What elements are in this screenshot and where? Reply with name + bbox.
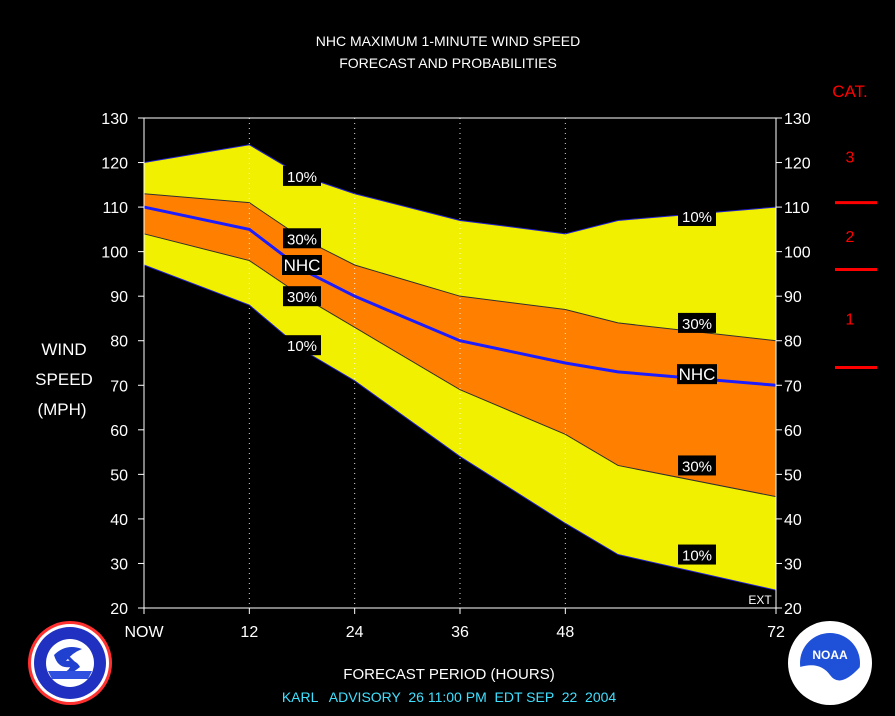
category-label: 1 <box>846 311 855 328</box>
category-label: 2 <box>846 229 855 246</box>
chart-title-line2: FORECAST AND PROBABILITIES <box>339 55 557 71</box>
x-tick-label: 48 <box>556 624 574 641</box>
series-lines <box>143 144 777 591</box>
ext-label: EXT <box>748 593 772 607</box>
y-axis-ticks: 20 20 30 30 40 40 50 50 60 60 70 70 80 80 90 90 100 100 11… <box>101 111 811 618</box>
y-tick-label-right: 110 <box>784 200 810 217</box>
x-tick-label: 72 <box>767 624 785 641</box>
y-tick-label-left: 70 <box>110 378 128 395</box>
series-line-lower-30 <box>143 233 777 498</box>
series-label: 10% <box>287 338 317 355</box>
series-label: NHC <box>679 365 716 384</box>
series-label: 30% <box>682 316 712 333</box>
series-label-box <box>677 364 717 385</box>
series-label-box <box>678 544 716 565</box>
category-header: CAT. <box>832 82 868 101</box>
y-tick-label-right: 120 <box>784 156 811 173</box>
advisory-footer: KARL ADVISORY 26 11:00 PM EDT SEP 22 200… <box>282 689 617 705</box>
series-label: 30% <box>287 289 317 306</box>
y-tick-label-right: 130 <box>784 111 811 128</box>
y-tick-label-left: 90 <box>110 289 128 306</box>
series-label: NHC <box>284 256 321 275</box>
series-label-box <box>282 255 322 275</box>
series-label: 10% <box>682 209 712 226</box>
y-axis-label-line2: SPEED <box>35 370 93 389</box>
y-axis-label-line1: WIND <box>41 340 86 359</box>
y-tick-label-right: 40 <box>784 512 802 529</box>
x-tick-label: 12 <box>240 624 258 641</box>
noaa-logo: NOAA <box>788 621 872 705</box>
series-label-box <box>283 286 321 307</box>
x-tick-label: NOW <box>124 624 164 641</box>
noaa-logo-text: NOAA <box>812 648 848 662</box>
y-tick-label-right: 20 <box>784 601 802 618</box>
series-label-box <box>678 312 716 333</box>
y-tick-label-left: 130 <box>101 111 128 128</box>
series-label: 10% <box>287 169 317 186</box>
series-label-box <box>678 455 716 476</box>
nws-logo <box>28 621 112 705</box>
series-line-upper-10 <box>143 144 777 235</box>
series-label-box <box>678 206 716 226</box>
y-tick-label-right: 30 <box>784 556 802 573</box>
y-tick-label-left: 100 <box>101 245 128 262</box>
series-labels: 10% 30% NHC 30% 10% 10% 30% NHC 30% 10% <box>282 165 717 565</box>
y-tick-label-left: 50 <box>110 467 128 484</box>
series-label: 30% <box>682 458 712 475</box>
x-tick-label: 24 <box>346 624 364 641</box>
series-line-upper-30 <box>143 193 777 342</box>
y-tick-label-left: 30 <box>110 556 128 573</box>
y-axis-label-line3: (MPH) <box>37 400 86 419</box>
y-tick-label-left: 20 <box>110 601 128 618</box>
category-scale: 3 2 1 <box>835 150 877 369</box>
series-line-nhc <box>143 205 777 387</box>
series-label-box <box>283 335 321 356</box>
x-axis-ticks: NOW 12 24 36 48 72 <box>124 608 785 641</box>
series-label: 10% <box>682 548 712 565</box>
y-tick-label-right: 90 <box>784 289 802 306</box>
y-tick-label-right: 100 <box>784 245 811 262</box>
y-tick-label-left: 80 <box>110 334 128 351</box>
category-label: 3 <box>846 150 855 167</box>
y-tick-label-left: 110 <box>102 200 128 217</box>
series-label-box <box>283 165 321 186</box>
chart-title-line1: NHC MAXIMUM 1-MINUTE WIND SPEED <box>316 33 580 49</box>
x-axis-label: FORECAST PERIOD (HOURS) <box>343 666 554 683</box>
y-tick-label-right: 80 <box>784 334 802 351</box>
y-tick-label-left: 60 <box>110 423 128 440</box>
y-tick-label-left: 120 <box>101 156 128 173</box>
y-tick-label-right: 70 <box>784 378 802 395</box>
series-label-box <box>283 228 321 249</box>
y-tick-label-right: 60 <box>784 423 802 440</box>
y-tick-label-left: 40 <box>110 512 128 529</box>
series-line-lower-10 <box>143 264 777 591</box>
x-tick-label: 36 <box>451 624 469 641</box>
y-tick-label-right: 50 <box>784 467 802 484</box>
series-label: 30% <box>287 231 317 248</box>
